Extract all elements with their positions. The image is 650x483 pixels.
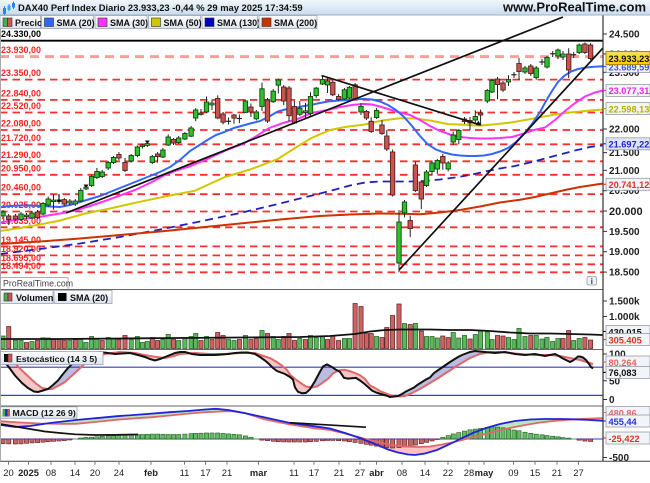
svg-text:SMA (50): SMA (50) — [164, 18, 202, 28]
svg-text:14: 14 — [70, 467, 80, 478]
svg-text:22.080,00: 22.080,00 — [1, 119, 41, 129]
svg-text:18.494,00: 18.494,00 — [1, 261, 41, 271]
svg-text:2025: 2025 — [18, 467, 39, 478]
svg-text:100: 100 — [609, 350, 626, 361]
svg-text:-500: -500 — [609, 453, 629, 464]
svg-text:430.015: 430.015 — [609, 327, 642, 337]
svg-text:27: 27 — [355, 467, 365, 478]
svg-text:21.720,00: 21.720,00 — [1, 133, 41, 143]
svg-text:abr: abr — [369, 467, 384, 478]
svg-text:SMA (20): SMA (20) — [57, 18, 95, 28]
svg-text:28: 28 — [464, 467, 474, 478]
svg-text:20: 20 — [90, 467, 100, 478]
svg-text:Estocástico (14 3 5): Estocástico (14 3 5) — [16, 354, 97, 364]
svg-text:21.290,00: 21.290,00 — [1, 150, 41, 160]
svg-text:09: 09 — [508, 467, 518, 478]
svg-text:22.840,00: 22.840,00 — [1, 88, 41, 98]
svg-text:24: 24 — [114, 467, 124, 478]
svg-text:20.460,00: 20.460,00 — [1, 183, 41, 193]
svg-text:DAX40 Perf Index Diario 23.933: DAX40 Perf Index Diario 23.933,23 -0,44 … — [18, 2, 303, 13]
svg-text:SMA (30): SMA (30) — [110, 18, 148, 28]
svg-text:23.933,23: 23.933,23 — [609, 54, 650, 64]
svg-text:18.695,00: 18.695,00 — [1, 253, 41, 263]
svg-text:SMA (200): SMA (200) — [274, 18, 317, 28]
svg-text:mar: mar — [250, 467, 268, 478]
svg-text:305.405: 305.405 — [609, 335, 642, 345]
svg-text:21: 21 — [334, 467, 344, 478]
svg-text:11: 11 — [180, 467, 190, 478]
svg-text:22: 22 — [443, 467, 453, 478]
svg-text:19.500: 19.500 — [609, 227, 640, 238]
svg-text:18.920,00: 18.920,00 — [1, 244, 41, 254]
svg-text:20: 20 — [3, 467, 13, 478]
svg-text:80,264: 80,264 — [609, 358, 638, 368]
svg-text:19.145,00: 19.145,00 — [1, 235, 41, 245]
svg-text:19.000: 19.000 — [609, 247, 640, 258]
svg-text:18.500: 18.500 — [609, 268, 640, 279]
svg-text:23.077,31: 23.077,31 — [609, 86, 650, 96]
svg-text:22.598,13: 22.598,13 — [609, 104, 650, 114]
svg-text:21: 21 — [222, 467, 232, 478]
svg-text:23.350,00: 23.350,00 — [1, 68, 41, 78]
svg-text:17: 17 — [309, 467, 319, 478]
svg-text:-25,422: -25,422 — [609, 434, 640, 444]
svg-text:17: 17 — [200, 467, 210, 478]
svg-text:23.500: 23.500 — [609, 68, 640, 79]
svg-text:24.330,00: 24.330,00 — [1, 29, 41, 39]
svg-text:455,44: 455,44 — [609, 417, 638, 427]
svg-text:27: 27 — [573, 467, 583, 478]
svg-text:i: i — [591, 276, 593, 286]
svg-text:www.ProRealTime.com: www.ProRealTime.com — [502, 0, 646, 15]
svg-text:21.697,22: 21.697,22 — [609, 140, 650, 150]
svg-text:1.500k: 1.500k — [609, 297, 640, 308]
svg-text:22.000: 22.000 — [609, 125, 640, 136]
svg-text:20.950,00: 20.950,00 — [1, 163, 41, 173]
svg-text:15: 15 — [530, 467, 540, 478]
svg-text:08: 08 — [46, 467, 56, 478]
svg-text:14: 14 — [420, 467, 430, 478]
svg-text:0: 0 — [609, 395, 615, 406]
svg-text:may: may — [475, 467, 495, 478]
svg-text:1.000k: 1.000k — [609, 312, 640, 323]
svg-text:21.500: 21.500 — [609, 148, 640, 159]
svg-text:76,083: 76,083 — [609, 368, 637, 378]
svg-text:21.000: 21.000 — [609, 166, 640, 177]
svg-text:480,86: 480,86 — [609, 408, 637, 418]
svg-text:ProRealTime.com: ProRealTime.com — [3, 279, 73, 289]
svg-text:20.000: 20.000 — [609, 206, 643, 218]
svg-text:Volumen: Volumen — [16, 293, 53, 303]
svg-text:SMA (20): SMA (20) — [70, 293, 108, 303]
svg-text:50: 50 — [609, 376, 621, 387]
svg-text:24.500: 24.500 — [609, 30, 640, 41]
svg-text:MACD (12 26 9): MACD (12 26 9) — [13, 408, 76, 418]
svg-text:Precio: Precio — [15, 18, 43, 28]
svg-text:23.689,59: 23.689,59 — [609, 62, 650, 72]
svg-text:20.500: 20.500 — [609, 186, 640, 197]
svg-text:23.930,00: 23.930,00 — [1, 45, 41, 55]
svg-text:SMA (130): SMA (130) — [217, 18, 260, 28]
svg-text:11: 11 — [289, 467, 299, 478]
svg-text:feb: feb — [144, 467, 158, 478]
svg-text:22.520,00: 22.520,00 — [1, 101, 41, 111]
svg-text:08: 08 — [397, 467, 407, 478]
svg-text:21: 21 — [552, 467, 562, 478]
svg-text:20.741,12: 20.741,12 — [609, 180, 650, 190]
